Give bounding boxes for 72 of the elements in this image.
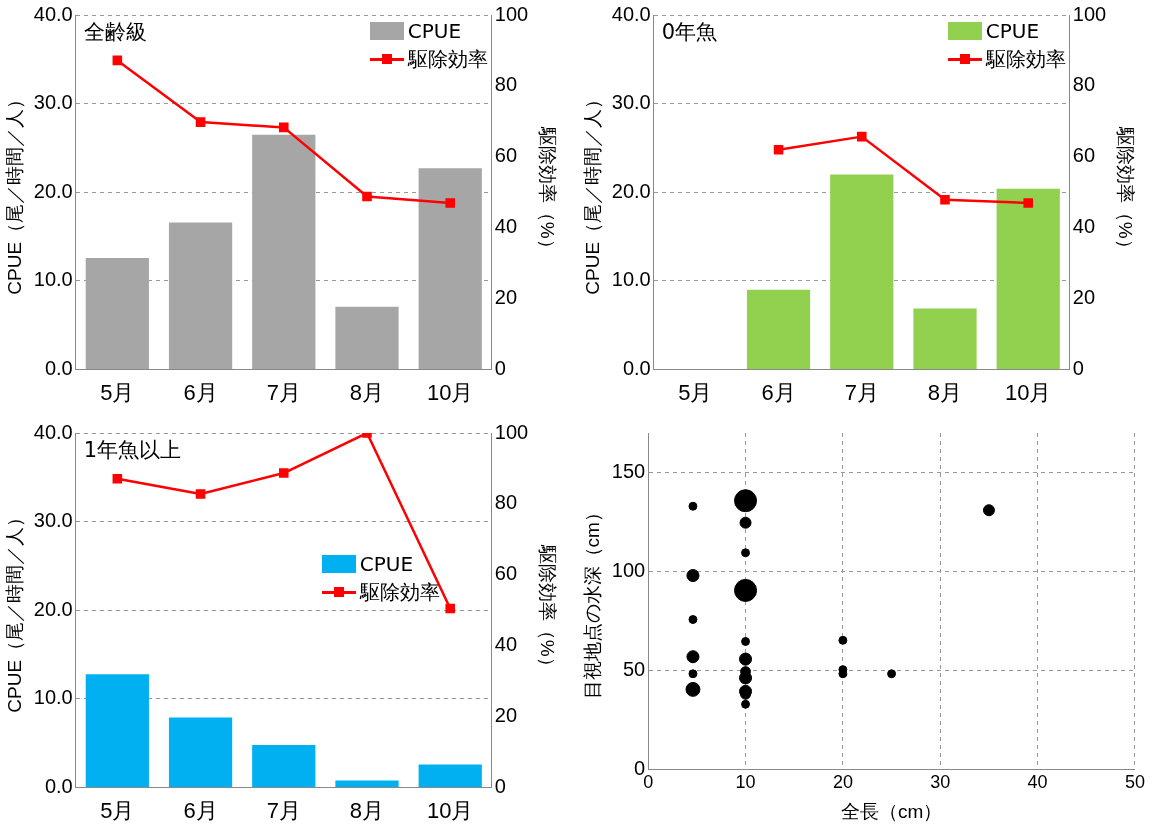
y2-tick-label: 20 <box>494 704 518 727</box>
y-tick-label: 20.0 <box>33 597 73 620</box>
y2-tick-label: 60 <box>1072 144 1096 167</box>
y2-tick-label: 40 <box>494 215 518 238</box>
legend-label: 駆除効率 <box>985 46 1066 73</box>
y-tick-label: 10.0 <box>611 268 651 291</box>
y-axis-title: CPUE（尾／時間／人） <box>3 507 25 713</box>
y-axis-title: CPUE（尾／時間／人） <box>3 89 25 295</box>
x-tick-label: 10月 <box>426 379 474 405</box>
legend-label: CPUE <box>985 18 1040 45</box>
x-tick-label: 30 <box>930 772 951 793</box>
x-tick-label: 20 <box>832 772 853 793</box>
y2-tick-label: 60 <box>494 144 518 167</box>
y-axis-title: CPUE（尾／時間／人） <box>581 89 603 295</box>
x-tick-label: 5月 <box>678 379 713 405</box>
y-tick-label: 30.0 <box>33 91 73 114</box>
y-tick-label: 30.0 <box>611 91 651 114</box>
y2-tick-label: 100 <box>494 420 529 443</box>
y2-axis-title: 駆除効率（%） <box>537 543 559 676</box>
x-tick-label: 8月 <box>927 379 963 405</box>
x-tick-label: 10月 <box>426 797 474 823</box>
y-tick-label: 30.0 <box>33 509 73 532</box>
y-tick-label: 40.0 <box>611 2 651 25</box>
x-tick-label: 7月 <box>266 379 301 405</box>
x-axis-title: 全長（cm） <box>840 800 943 822</box>
annotation: 全齢級 <box>83 19 147 44</box>
y2-tick-label: 40 <box>494 633 518 656</box>
y-tick-label: 0.0 <box>44 775 73 798</box>
y-tick-label: 20.0 <box>611 179 651 202</box>
x-tick-label: 50 <box>1124 772 1145 793</box>
y-tick-label: 40.0 <box>33 2 73 25</box>
y2-tick-label: 60 <box>494 562 518 585</box>
x-tick-label: 10 <box>735 772 756 793</box>
y-axis-title: 目視地点の水深（cm） <box>581 503 603 700</box>
x-tick-label: 6月 <box>761 379 796 405</box>
y-tick-label: 40.0 <box>33 420 73 443</box>
y2-tick-label: 0 <box>1072 357 1084 380</box>
y2-tick-label: 20 <box>1072 286 1096 309</box>
y2-tick-label: 80 <box>494 73 518 96</box>
y2-axis-title: 駆除効率（%） <box>1115 125 1137 258</box>
y2-tick-label: 80 <box>1072 73 1096 96</box>
y-tick-label: 20.0 <box>33 179 73 202</box>
x-tick-label: 5月 <box>100 379 135 405</box>
y-tick-label: 10.0 <box>33 686 73 709</box>
x-tick-label: 10月 <box>1004 379 1052 405</box>
y-tick-label: 10.0 <box>33 268 73 291</box>
y2-tick-label: 40 <box>1072 215 1096 238</box>
y2-tick-label: 0 <box>494 357 506 380</box>
y-tick-label: 100 <box>611 559 646 582</box>
x-tick-label: 8月 <box>349 379 385 405</box>
y-tick-label: 150 <box>611 460 646 483</box>
y-tick-label: 0.0 <box>44 357 73 380</box>
y-tick-label: 0.0 <box>622 357 651 380</box>
x-tick-label: 7月 <box>844 379 879 405</box>
legend-label: 駆除効率 <box>359 579 440 607</box>
y2-axis-title: 駆除効率（%） <box>537 125 559 258</box>
x-tick-label: 40 <box>1027 772 1048 793</box>
legend-label: CPUE <box>407 18 462 45</box>
x-tick-label: 8月 <box>349 797 385 823</box>
y2-tick-label: 100 <box>494 2 529 25</box>
y2-tick-label: 20 <box>494 286 518 309</box>
annotation: 0年魚 <box>661 19 718 44</box>
y2-tick-label: 80 <box>494 491 518 514</box>
x-tick-label: 6月 <box>183 379 218 405</box>
x-tick-label: 7月 <box>266 797 301 823</box>
legend-label: 駆除効率 <box>407 46 488 73</box>
y2-tick-label: 100 <box>1072 2 1107 25</box>
legend-label: CPUE <box>359 551 414 579</box>
x-tick-label: 6月 <box>183 797 218 823</box>
x-tick-label: 5月 <box>100 797 135 823</box>
y-tick-label: 50 <box>622 658 646 681</box>
annotation: 1年魚以上 <box>83 437 182 462</box>
